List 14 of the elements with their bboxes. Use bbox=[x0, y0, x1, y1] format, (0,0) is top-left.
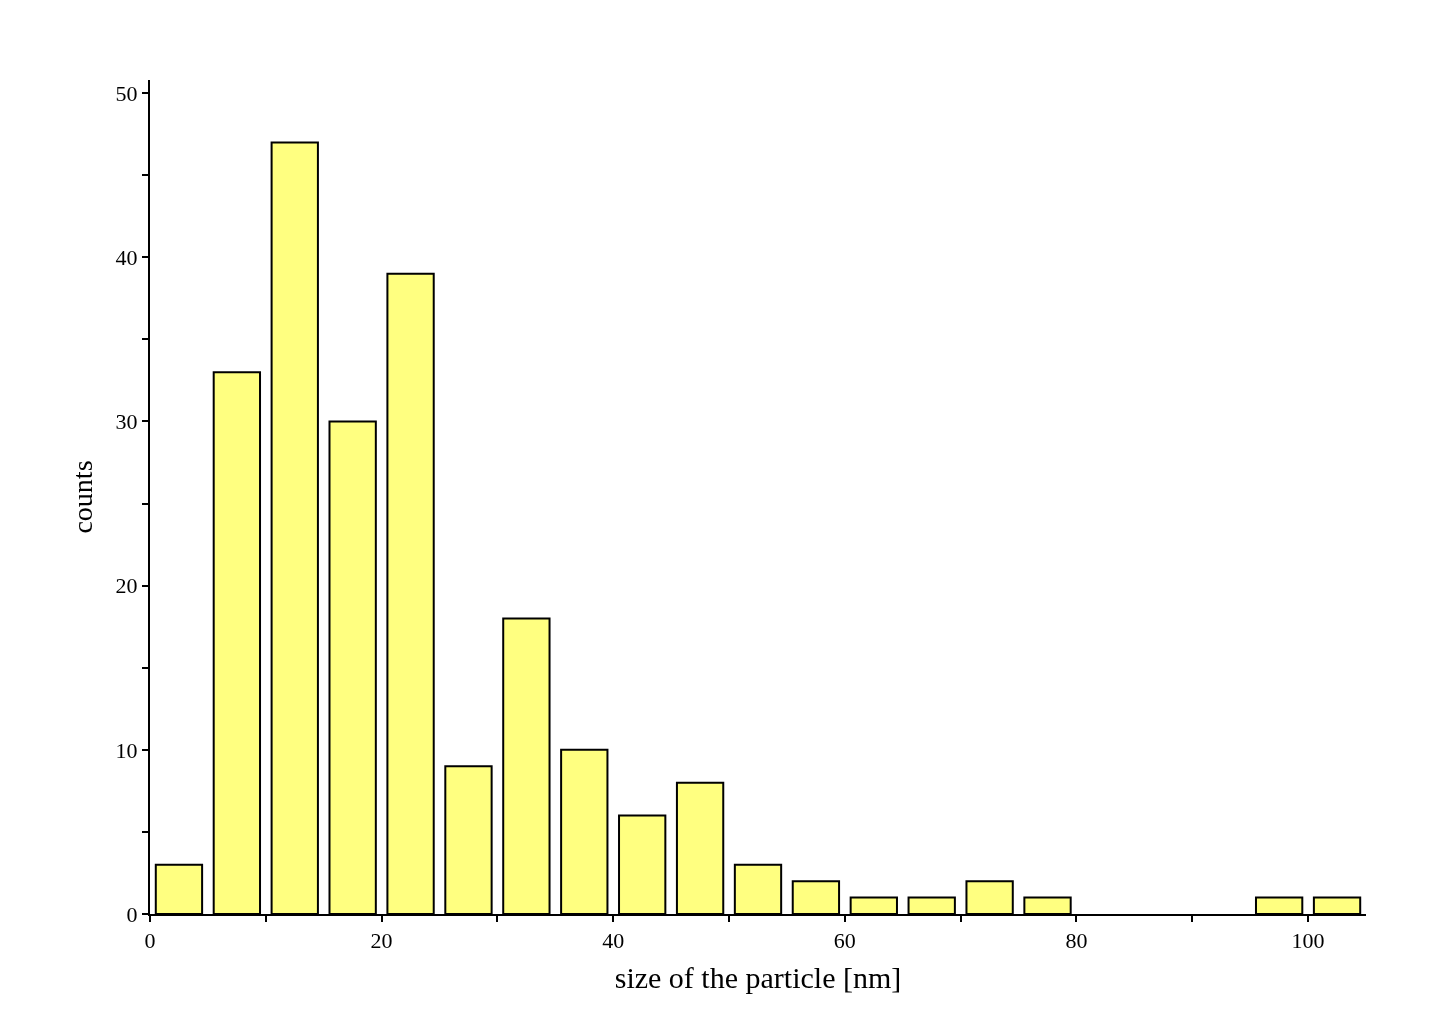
x-axis-title: size of the particle [nm] bbox=[614, 961, 902, 995]
y-tick-label: 30 bbox=[115, 409, 138, 435]
y-tick-label: 20 bbox=[115, 573, 138, 599]
y-tick-label: 50 bbox=[115, 80, 138, 106]
y-tick-label: 10 bbox=[115, 737, 138, 763]
x-tick-label: 40 bbox=[602, 928, 625, 954]
x-tick-label: 0 bbox=[144, 928, 156, 954]
y-axis-title: counts bbox=[66, 460, 98, 534]
x-tick-label: 80 bbox=[1065, 928, 1088, 954]
x-tick-label: 100 bbox=[1291, 928, 1325, 954]
x-tick-label: 20 bbox=[370, 928, 393, 954]
y-tick-label: 0 bbox=[126, 901, 138, 927]
y-tick-label: 40 bbox=[115, 245, 138, 271]
x-tick-label: 60 bbox=[833, 928, 856, 954]
